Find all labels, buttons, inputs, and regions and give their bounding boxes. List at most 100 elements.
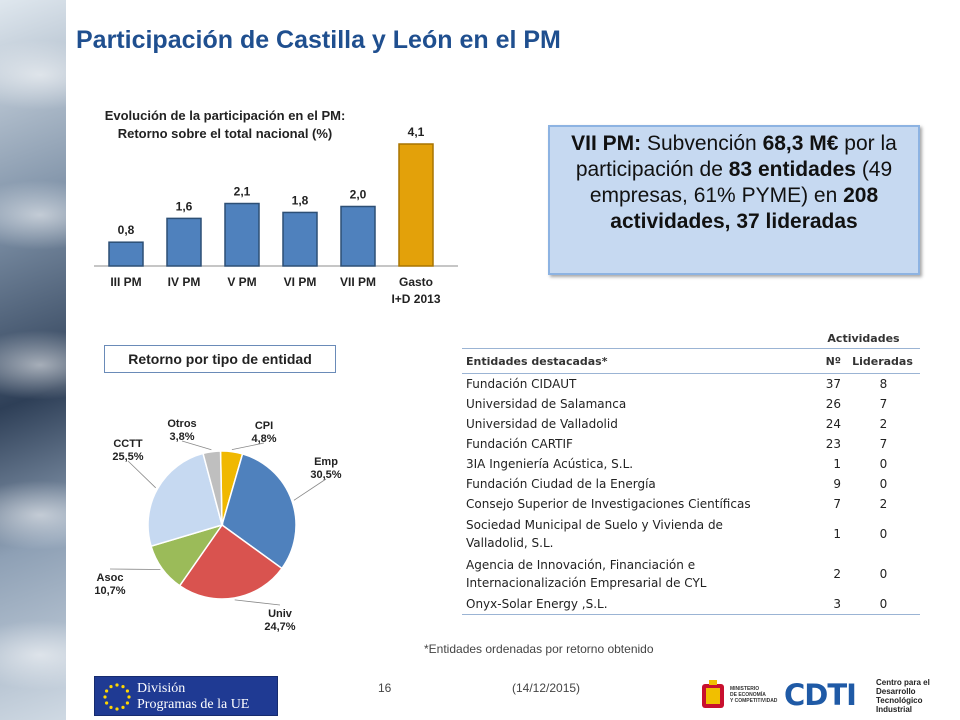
pie-chart-label: Retorno por tipo de entidad (104, 345, 336, 373)
cdti-wordmark: CDTI (784, 678, 857, 712)
cdti-line-2: Desarrollo (876, 687, 916, 696)
cdti-line-3: Tecnológico (876, 696, 923, 705)
column-header-entity: Entidades destacadas* (462, 348, 785, 374)
entity-name: Fundación CIDAUT (466, 377, 577, 391)
bar-value-label: 1,6 (176, 199, 193, 213)
entities-table-wrapper: Actividades Entidades destacadas* Nº Lid… (462, 330, 920, 615)
table-row: Consejo Superior de Investigaciones Cien… (462, 494, 920, 514)
ministerio-line-2: DE ECONOMÍA (730, 692, 766, 698)
table-row: 3IA Ingeniería Acústica, S.L. 1 0 (462, 454, 920, 474)
bar-1 (108, 241, 144, 267)
entity-led: 7 (879, 437, 888, 451)
entity-led: 0 (879, 527, 888, 541)
pie-slice-univ (178, 523, 283, 600)
pie-leader-line (109, 568, 161, 570)
summary-amount: 68,3 M€ (762, 132, 839, 155)
pie-slice-emp (221, 452, 297, 570)
bar-4 (282, 211, 318, 267)
entity-name: 3IA Ingeniería Acústica, S.L. (466, 457, 634, 471)
bar-category-label: VI PM (284, 275, 317, 289)
table-row: Universidad de Valladolid 24 2 (462, 414, 920, 434)
summary-entities: 83 entidades (728, 158, 856, 181)
table-row: Onyx-Solar Energy ,S.L. 3 0 (462, 594, 920, 615)
pie-leader-line (181, 440, 212, 451)
entity-led: 7 (879, 397, 888, 411)
table-row: Fundación CIDAUT 37 8 (462, 374, 920, 395)
bar-chart-title: Evolución de la participación en el PM: (105, 108, 346, 123)
pie-chart: CPI 4,8% Emp 30,5% Univ 24,7% Asoc 10,7% CCTT 25,… (94, 418, 341, 633)
bar-value-label: 0,8 (118, 223, 135, 237)
bar-value-label: 1,8 (292, 193, 309, 207)
entity-led: 0 (879, 457, 888, 471)
entity-name: Fundación CARTIF (466, 437, 573, 451)
cdti-text: Centro para el Desarrollo Tecnológico In… (876, 678, 930, 714)
summary-activities: 208 actividades, 37 lideradas (610, 184, 879, 233)
pie-slice-cctt (147, 452, 223, 548)
bar-6 (398, 143, 434, 267)
pie-label: Asoc 10,7% (94, 572, 125, 597)
entity-activities: 2 (833, 567, 841, 581)
bar-category-label: V PM (227, 275, 256, 289)
entity-led: 2 (879, 417, 888, 431)
entity-activities: 23 (825, 437, 841, 451)
division-logo: División Programas de la UE (94, 676, 278, 716)
entity-led: 0 (845, 594, 920, 615)
page-number: 16 (378, 681, 392, 695)
division-line-2: Programas de la UE (137, 697, 250, 712)
slide-date: (14/12/2015) (512, 681, 581, 695)
activities-group-header: Actividades (462, 330, 920, 348)
entity-activities: 37 (825, 377, 841, 391)
bar-category-label: Gasto I+D 2013 (391, 275, 440, 306)
summary-text-3: (49 empresas, 61% PYME) en (589, 158, 893, 207)
entities-table: Entidades destacadas* Nº Lideradas Funda… (462, 348, 920, 615)
eu-stars-icon (103, 683, 131, 711)
entity-name: Agencia de Innovación, Financiación e In… (466, 558, 707, 590)
table-header-row: Entidades destacadas* Nº Lideradas (462, 348, 920, 374)
pie-slice-otros (202, 450, 223, 526)
entity-name: Sociedad Municipal de Suelo y Vivienda d… (466, 518, 723, 550)
entity-activities: 9 (833, 477, 841, 491)
summary-text-1: Subvención (641, 132, 763, 155)
entity-name: Universidad de Salamanca (466, 397, 627, 411)
pie-leader-line (234, 599, 281, 606)
summary-text-2: por la participación de (575, 132, 897, 181)
pie-leader-line (293, 478, 327, 501)
ministerio-line-1: MINISTERIO (730, 686, 760, 692)
cdti-logo: CDTI Centro para el Desarrollo Tecnológi… (784, 676, 954, 716)
entity-name: Onyx-Solar Energy ,S.L. (462, 594, 785, 615)
bar-value-label: 2,0 (350, 187, 367, 201)
summary-program: VII PM: (571, 132, 642, 155)
table-row: Fundación CARTIF 23 7 (462, 434, 920, 454)
bar-value-label: 4,1 (408, 125, 425, 139)
table-row: Agencia de Innovación, Financiación e In… (462, 554, 920, 594)
table-row: Sociedad Municipal de Suelo y Vivienda d… (462, 514, 920, 554)
cdti-line-1: Centro para el (876, 678, 930, 687)
entity-activities: 3 (785, 594, 845, 615)
entity-activities: 26 (825, 397, 841, 411)
coat-of-arms-icon (702, 680, 724, 708)
pie-leader-line (127, 460, 156, 489)
pie-label: Emp 30,5% (310, 456, 341, 481)
entity-name: Fundación Ciudad de la Energía (466, 477, 656, 491)
bar-2 (166, 217, 202, 267)
bar-5 (340, 205, 376, 267)
division-line-1: División (137, 681, 186, 696)
bar-category-label: IV PM (168, 275, 201, 289)
entity-activities: 7 (833, 497, 841, 511)
cdti-line-4: Industrial (876, 705, 913, 714)
pie-label: CPI 4,8% (251, 420, 276, 445)
ministerio-logo: MINISTERIO DE ECONOMÍA Y COMPETITIVIDAD (700, 678, 780, 714)
ministerio-line-3: Y COMPETITIVIDAD (730, 698, 778, 704)
bar-chart-subtitle: Retorno sobre el total nacional (%) (118, 126, 333, 141)
entity-name: Universidad de Valladolid (466, 417, 618, 431)
ministerio-text: MINISTERIO DE ECONOMÍA Y COMPETITIVIDAD (730, 686, 777, 704)
entity-led: 2 (879, 497, 888, 511)
entity-led: 0 (879, 477, 888, 491)
bar-category-label: III PM (110, 275, 141, 289)
column-header-led: Lideradas (845, 348, 920, 374)
entity-activities: 24 (825, 417, 841, 431)
bar-chart: Evolución de la participación en el PM: … (94, 108, 458, 306)
entity-activities: 1 (833, 457, 841, 471)
entity-led: 8 (879, 377, 888, 391)
entity-name: Consejo Superior de Investigaciones Cien… (466, 497, 751, 511)
